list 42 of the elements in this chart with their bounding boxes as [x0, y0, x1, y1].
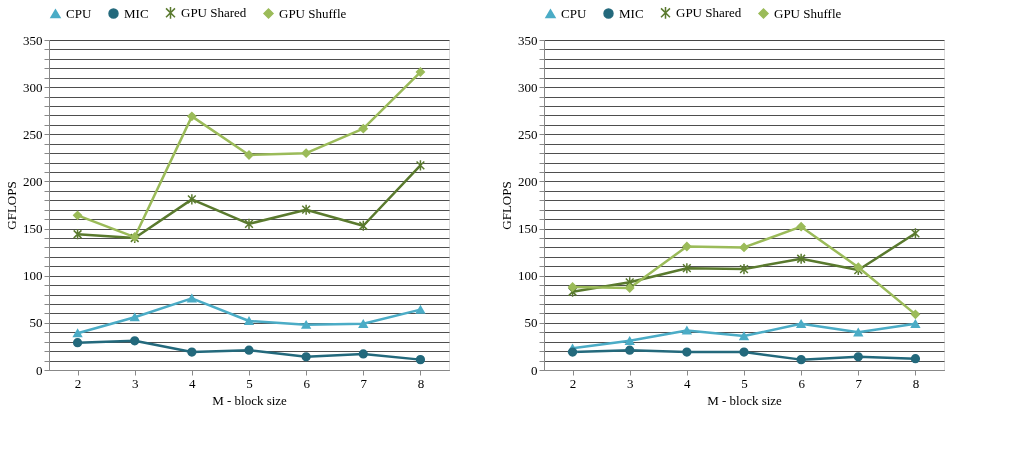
y-tick-label: 350: [23, 32, 43, 48]
x-tick-label: 7: [855, 375, 863, 391]
x-tick-label: 2: [569, 375, 577, 391]
x-tick-label: 3: [131, 375, 139, 391]
legend-label: MIC: [124, 5, 149, 21]
y-tick-label: 200: [23, 173, 43, 189]
x-tick-label: 4: [684, 375, 692, 391]
y-tick-label: 200: [518, 173, 538, 189]
y-axis-title: GFLOPS: [499, 181, 514, 230]
y-tick-label: 150: [518, 221, 538, 237]
x-tick-label: 4: [189, 375, 197, 391]
legend-label: CPU: [561, 5, 587, 21]
y-tick-label: 150: [23, 221, 43, 237]
y-tick-label: 350: [518, 32, 538, 48]
x-tick-label: 2: [74, 375, 82, 391]
y-tick-label: 100: [23, 268, 43, 284]
y-tick-label: 0: [36, 362, 43, 378]
legend-label: GPU Shared: [676, 4, 742, 20]
y-tick-label: 300: [518, 79, 538, 95]
x-tick-label: 8: [417, 375, 425, 391]
x-tick-label: 5: [741, 375, 748, 391]
y-tick-label: 0: [531, 362, 538, 378]
legend-label: GPU Shuffle: [774, 5, 842, 21]
legend-label: MIC: [619, 5, 644, 21]
y-tick-label: 300: [23, 79, 43, 95]
x-axis-title: M - block size: [707, 392, 783, 408]
x-tick-label: 8: [912, 375, 920, 391]
x-tick-label: 5: [246, 375, 253, 391]
y-tick-label: 100: [518, 268, 538, 284]
x-tick-label: 7: [360, 375, 368, 391]
x-axis-title: M - block size: [212, 392, 288, 408]
legend-label: GPU Shuffle: [279, 5, 347, 21]
legend-label: CPU: [66, 5, 92, 21]
y-tick-label: 250: [23, 126, 43, 142]
y-axis-title: GFLOPS: [4, 181, 19, 230]
y-tick-label: 50: [29, 315, 43, 331]
y-tick-label: 50: [524, 315, 538, 331]
y-tick-label: 250: [518, 126, 538, 142]
legend-label: GPU Shared: [181, 4, 247, 20]
x-tick-label: 6: [303, 375, 311, 391]
x-tick-label: 6: [798, 375, 806, 391]
x-tick-label: 3: [626, 375, 634, 391]
